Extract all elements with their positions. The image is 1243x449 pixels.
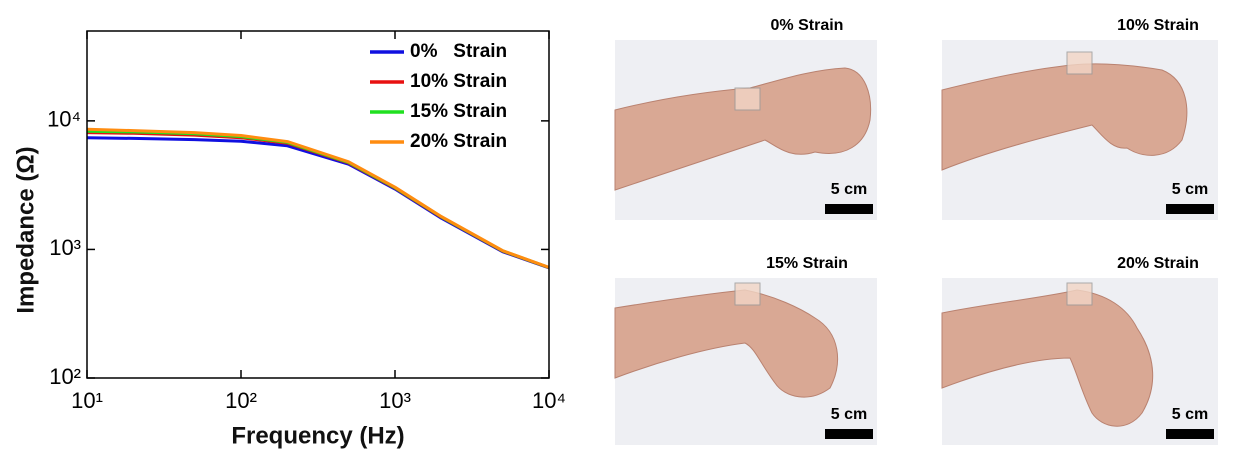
scale-label: 5 cm [1172, 406, 1208, 423]
scale-bar [825, 204, 873, 214]
x-tick-label: 10⁴ [532, 388, 566, 413]
y-tick-label: 10⁴ [47, 107, 81, 132]
sensor [735, 283, 760, 305]
scale-label: 5 cm [1172, 181, 1208, 198]
sensor [1067, 52, 1092, 74]
y-tick-label: 10³ [49, 235, 81, 260]
x-tick-label: 10³ [379, 388, 411, 413]
x-tick-label: 10¹ [71, 388, 103, 413]
legend-label: 10% Strain [410, 71, 507, 92]
scale-bar [1166, 204, 1214, 214]
legend-label: 0% Strain [410, 41, 507, 62]
y-tick-label: 10² [49, 364, 81, 389]
photo-title: 20% Strain [1117, 255, 1199, 272]
y-axis-label: Impedance (Ω) [12, 146, 39, 313]
x-axis-label: Frequency (Hz) [231, 422, 404, 449]
sensor [735, 88, 760, 110]
photo-title: 15% Strain [766, 255, 848, 272]
legend-label: 20% Strain [410, 131, 507, 152]
figure: Frequency (Hz) Impedance (Ω) 10¹10²10³10… [0, 0, 1243, 449]
scale-label: 5 cm [831, 181, 867, 198]
sensor [1067, 283, 1092, 305]
photo-title: 0% Strain [771, 17, 844, 34]
scale-label: 5 cm [831, 406, 867, 423]
x-tick-label: 10² [225, 388, 257, 413]
photo-title: 10% Strain [1117, 17, 1199, 34]
series-line [87, 138, 549, 268]
scale-bar [825, 429, 873, 439]
scale-bar [1166, 429, 1214, 439]
legend-label: 15% Strain [410, 101, 507, 122]
